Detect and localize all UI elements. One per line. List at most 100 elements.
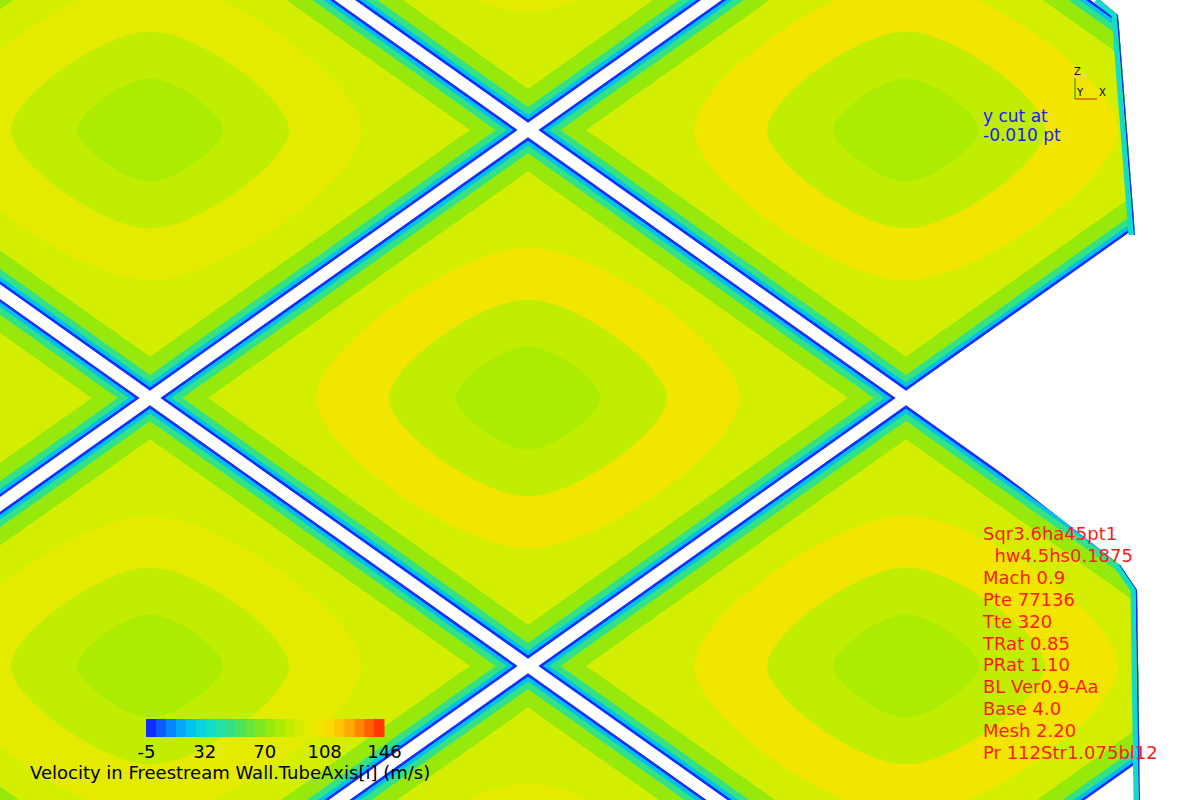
contour-level: [0, 413, 507, 800]
contour-level: [182, 0, 873, 107]
tick: 108: [307, 737, 341, 762]
contour-level: [171, 0, 884, 115]
triad-axis: [1075, 78, 1076, 99]
contour-level: [11, 31, 289, 228]
contour-level: [938, 153, 1200, 643]
colorbar-swatch: [285, 719, 295, 737]
triad-axis: [1075, 99, 1097, 100]
triad-label: Z: [1074, 66, 1081, 77]
contour-level: [560, 0, 1200, 375]
contour-level: [0, 137, 140, 658]
contour-level: [77, 78, 223, 181]
case-info: Tte 320: [982, 611, 1052, 632]
contour-level: [921, 140, 1200, 655]
triad-label: X: [1099, 87, 1106, 98]
contour-level: [11, 567, 289, 764]
contour-level: [0, 0, 507, 383]
colorbar-swatch: [305, 719, 315, 737]
colorbar-swatch: [245, 719, 255, 737]
contour-level: [0, 153, 118, 643]
contour-level: [208, 707, 848, 800]
contour-level: [1072, 248, 1200, 548]
tick: 32: [193, 737, 216, 762]
colorbar-swatch: [235, 719, 245, 737]
colorbar-swatch: [265, 719, 275, 737]
cell: [916, 137, 1200, 658]
colorbar-axis: -5 32 70 108 146: [138, 737, 402, 762]
case-info: Pr 112Str1.075bl12: [983, 742, 1158, 763]
contour-level: [77, 614, 223, 717]
colorbar-swatch: [354, 719, 364, 737]
contour-level: [165, 0, 891, 120]
contour-level: [389, 299, 667, 496]
colorbar-swatch: [344, 719, 354, 737]
contour-level: [0, 145, 129, 651]
contour-level: [0, 421, 496, 800]
case-info: Sqr3.6ha45pt1: [983, 523, 1117, 544]
case-info: hw4.5hs0.1875: [983, 545, 1133, 566]
triad-label: Y: [1076, 87, 1084, 98]
colorbar-swatch: [215, 719, 225, 737]
contour-level: [0, 0, 470, 357]
colorbar-swatch: [315, 719, 325, 737]
case-info: Mesh 2.20: [983, 720, 1076, 741]
contour-level: [833, 614, 979, 717]
case-info: PRat 1.10: [983, 654, 1070, 675]
tick-label: -5: [138, 741, 156, 762]
contour-level: [316, 784, 740, 800]
contour-level: [160, 0, 895, 123]
case-info: BL Ver0.9-Aa: [983, 676, 1099, 697]
colorbar-swatch: [374, 719, 384, 737]
figure: -5 32 70 108 146Velocity in Freestream Wall.…: [0, 0, 1200, 800]
contour-level: [543, 408, 1200, 800]
contour-level: [316, 0, 740, 12]
cell: [160, 0, 895, 123]
cell: [538, 0, 1200, 391]
contour-level: [538, 0, 1200, 391]
colorbar-swatch: [325, 719, 335, 737]
annotation: -0.010 pt: [983, 125, 1061, 145]
colorbar-title: Velocity in Freestream Wall.TubeAxis[i] …: [30, 762, 430, 783]
contour-level: [0, 0, 496, 375]
tick: 70: [253, 737, 276, 762]
contour-level: [549, 413, 1200, 800]
cell: [0, 137, 140, 658]
tick: 146: [367, 737, 401, 762]
contour-level: [586, 439, 1200, 800]
colorbar-swatch: [364, 719, 374, 737]
contour-level: [0, 0, 362, 280]
contour-level: [455, 346, 601, 449]
contour-level: [0, 439, 470, 800]
contour-level: [543, 0, 1200, 388]
colorbar-swatch: [166, 719, 176, 737]
contour-level: [0, 0, 513, 388]
contour-level: [549, 0, 1200, 383]
colorbar-swatch: [334, 719, 344, 737]
case-info: Pte 77136: [983, 589, 1075, 610]
case-info: TRat 0.85: [982, 633, 1070, 654]
tick-label: 146: [367, 741, 401, 762]
colorbar-swatch: [225, 719, 235, 737]
wall-layer: [1116, 565, 1136, 800]
tick-label: 32: [193, 741, 216, 762]
contour-level: [1145, 299, 1200, 496]
cell: [538, 405, 1200, 800]
contour-level: [538, 405, 1200, 800]
contour-level: [560, 421, 1200, 800]
colorbar-swatch: [275, 719, 285, 737]
annotation: y cut at: [983, 106, 1048, 126]
colorbar-swatch: [186, 719, 196, 737]
contour-level: [0, 516, 362, 800]
colorbar-swatch: [255, 719, 265, 737]
contour-level: [316, 248, 740, 548]
contour-level: [0, 171, 92, 625]
colorbar-swatch: [295, 719, 305, 737]
tick-label: 108: [307, 741, 341, 762]
colorbar-swatch: [176, 719, 186, 737]
axes-triad: ZY X: [1074, 66, 1106, 99]
contour-level: [182, 689, 873, 800]
contour-level: [916, 137, 1200, 658]
contour-level: [927, 145, 1200, 651]
contour-level: [586, 0, 1200, 357]
case-info: Base 4.0: [983, 698, 1061, 719]
